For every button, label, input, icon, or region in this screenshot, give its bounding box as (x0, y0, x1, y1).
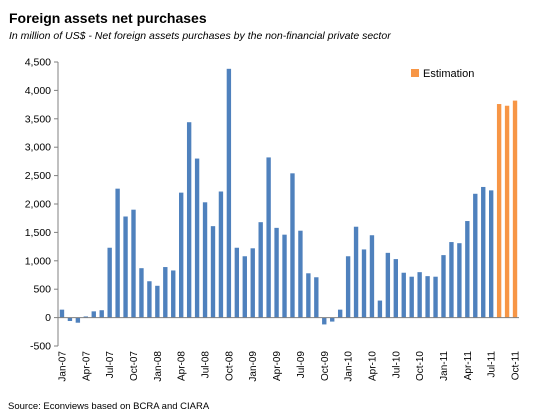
x-tick-label: Jan-09 (248, 351, 259, 382)
bar-Feb-07 (67, 317, 73, 322)
estimation-bar-Aug-11 (496, 104, 502, 318)
bar-Mar-07 (75, 317, 81, 323)
bar-Jun-09 (290, 173, 295, 318)
source-note: Source: Econviews based on BCRA and CIAR… (8, 401, 210, 412)
estimation-bar-Oct-11 (512, 100, 518, 318)
y-tick-label: 4,000 (25, 85, 51, 97)
y-tick-label: 4,500 (25, 57, 51, 69)
bar-May-10 (377, 300, 383, 318)
bar-Jan-11 (441, 255, 446, 318)
x-tick-label: Oct-08 (224, 351, 235, 381)
legend-label-estimation: Estimation (423, 68, 474, 80)
bar-Sep-08 (218, 191, 224, 318)
bar-Jun-08 (194, 158, 200, 318)
bar-Mar-09 (266, 157, 271, 318)
bar-Dec-10 (433, 276, 438, 318)
x-tick-label: Apr-11 (463, 351, 474, 381)
x-tick-label: Jul-08 (201, 351, 212, 379)
bar-Oct-10 (417, 272, 422, 318)
bar-Mar-10 (361, 249, 367, 318)
bar-May-11 (473, 193, 478, 318)
bar-Jul-09 (298, 230, 303, 318)
x-tick-label: Oct-07 (129, 351, 140, 381)
bar-Feb-08 (163, 267, 168, 318)
x-tick-label: Oct-10 (415, 351, 426, 381)
bar-Jan-10 (345, 256, 351, 318)
bar-Nov-09 (330, 317, 335, 322)
bar-Jan-09 (250, 248, 255, 318)
bar-Mar-11 (457, 243, 462, 318)
bar-Dec-08 (242, 256, 247, 318)
bars (59, 68, 518, 325)
bar-Dec-09 (337, 309, 343, 318)
y-tick-label: 2,000 (25, 199, 51, 211)
bar-Feb-11 (449, 242, 454, 318)
bar-Jun-11 (481, 186, 486, 318)
bar-Nov-10 (425, 276, 430, 318)
bar-Sep-09 (314, 277, 319, 318)
bar-Feb-09 (258, 222, 263, 318)
x-tick-label: Apr-09 (272, 351, 283, 381)
bar-Jun-07 (99, 310, 104, 318)
bar-Oct-08 (226, 68, 232, 318)
x-tick-label: Jul-11 (487, 351, 498, 378)
bar-Feb-10 (353, 226, 359, 318)
bar-Jun-10 (385, 252, 391, 318)
bar-Sep-10 (409, 276, 414, 318)
bar-Apr-08 (179, 192, 184, 318)
x-tick-label: Jul-10 (391, 351, 402, 379)
bar-Aug-08 (210, 226, 216, 318)
y-tick-label: 500 (33, 284, 51, 296)
bar-Nov-07 (139, 268, 144, 318)
bar-Aug-09 (306, 273, 311, 318)
x-tick-label: Oct-09 (320, 351, 331, 381)
bar-Oct-09 (322, 317, 327, 325)
bar-Nov-08 (234, 247, 240, 318)
x-tick-label: Jan-10 (344, 351, 355, 382)
x-tick-label: Apr-10 (367, 351, 378, 381)
bar-Apr-11 (465, 221, 470, 318)
legend-swatch-estimation (411, 69, 419, 77)
bar-Oct-07 (131, 209, 136, 318)
bar-Jul-11 (489, 190, 494, 318)
x-tick-label: Oct-11 (511, 351, 522, 381)
y-tick-label: 3,500 (25, 113, 51, 125)
bar-Aug-07 (115, 188, 120, 318)
bar-Dec-07 (147, 281, 152, 318)
y-tick-label: 1,000 (25, 255, 51, 267)
x-tick-label: Apr-08 (177, 351, 188, 381)
bar-Aug-10 (401, 272, 406, 318)
y-tick-label: 0 (45, 312, 51, 324)
x-tick-label: Jan-08 (153, 351, 164, 382)
y-tick-label: -500 (30, 341, 51, 353)
y-tick-label: 2,500 (25, 170, 51, 182)
bar-Jul-08 (202, 202, 208, 318)
bar-Apr-09 (274, 227, 279, 318)
x-tick-label: Jul-07 (105, 351, 116, 379)
x-tick-label: Jul-09 (296, 351, 307, 379)
estimation-bar-Sep-11 (504, 105, 510, 318)
bar-May-07 (91, 311, 96, 318)
bar-Apr-07 (83, 316, 88, 318)
bar-Jul-10 (393, 259, 398, 318)
y-tick-label: 3,000 (25, 142, 51, 154)
bar-May-08 (186, 122, 192, 318)
bar-Jan-07 (59, 309, 65, 318)
x-tick-label: Apr-07 (81, 351, 92, 381)
x-tick-label: Jan-07 (57, 351, 68, 382)
bar-Apr-10 (369, 235, 375, 318)
bar-Jul-07 (107, 247, 112, 318)
bar-Mar-08 (171, 270, 176, 318)
y-tick-label: 1,500 (25, 227, 51, 239)
x-tick-label: Jan-11 (439, 351, 450, 381)
chart-subtitle: In million of US$ - Net foreign assets p… (9, 30, 391, 42)
chart-title: Foreign assets net purchases (9, 10, 207, 26)
bar-May-09 (282, 234, 287, 318)
legend: Estimation (411, 68, 474, 80)
x-axis: Jan-07 Apr-07 Jul-07 Oct-07 Jan-08 Apr-08 Jul-… (57, 317, 522, 382)
y-axis: -500 0 500 1,000 1,500 2,000 2,500 3,000 3,500 4,… (25, 57, 59, 353)
bar-Sep-07 (123, 216, 128, 318)
bar-Jan-08 (155, 285, 160, 318)
